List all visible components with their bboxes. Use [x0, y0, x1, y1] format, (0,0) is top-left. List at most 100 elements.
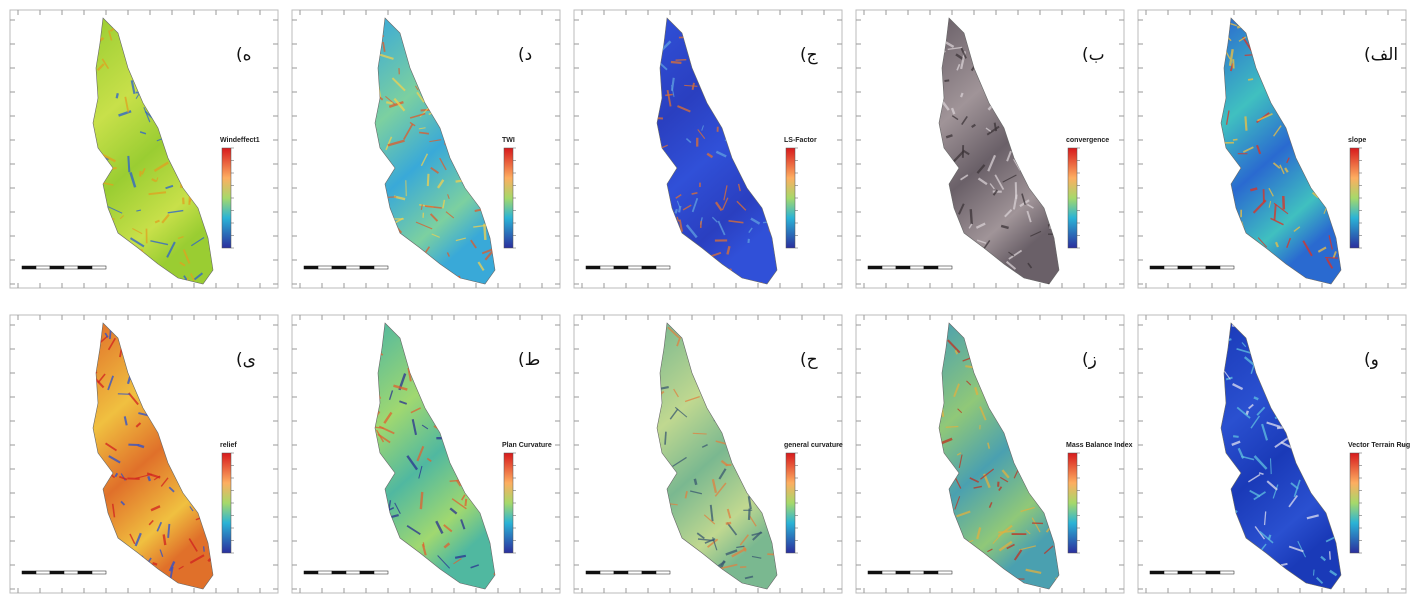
- texture-stroke: [969, 209, 973, 225]
- texture-stroke: [101, 153, 116, 163]
- texture-stroke: [971, 123, 976, 128]
- texture-stroke: [667, 326, 680, 339]
- texture-stroke: [666, 89, 672, 107]
- texture-stroke: [1286, 157, 1290, 164]
- scale-bar-segment: [937, 570, 953, 575]
- texture-stroke: [190, 273, 195, 282]
- panel-label: د): [518, 45, 532, 65]
- texture-stroke: [409, 121, 416, 127]
- texture-stroke: [443, 524, 453, 533]
- texture-stroke: [1233, 435, 1239, 438]
- texture-stroke: [1249, 489, 1261, 498]
- scale-bar-segment: [599, 265, 615, 270]
- texture-stroke: [426, 457, 432, 462]
- scale-bar-segment: [1177, 265, 1193, 270]
- scale-bar-segment: [63, 265, 79, 270]
- scale-bar-segment: [895, 265, 911, 270]
- texture-stroke: [960, 174, 969, 181]
- texture-stroke: [150, 505, 161, 512]
- texture-stroke: [1006, 150, 1012, 162]
- texture-stroke: [110, 474, 116, 479]
- texture-stroke: [421, 543, 427, 556]
- texture-stroke: [1225, 110, 1230, 125]
- map-panel: Mass Balance Index ز): [855, 314, 1133, 602]
- legend-title: Mass Balance Index: [1066, 442, 1133, 449]
- texture-stroke: [987, 154, 997, 172]
- scale-bar-segment: [331, 570, 347, 575]
- scale-bar-segment: [1191, 570, 1207, 575]
- scale-bar-segment: [1163, 570, 1179, 575]
- texture-stroke: [685, 137, 692, 144]
- texture-stroke: [993, 122, 998, 132]
- texture-stroke: [951, 115, 959, 121]
- scale-bar-segment: [77, 265, 93, 270]
- texture-stroke: [1034, 592, 1045, 602]
- texture-stroke: [1013, 158, 1021, 171]
- scale-bar-segment: [359, 265, 375, 270]
- texture-stroke: [182, 249, 191, 264]
- texture-stroke: [682, 204, 692, 211]
- scale-bar-segment: [1219, 570, 1235, 575]
- texture-stroke: [736, 545, 745, 549]
- texture-stroke: [1242, 146, 1254, 153]
- texture-stroke: [1243, 356, 1255, 366]
- texture-stroke: [752, 531, 762, 541]
- texture-stroke: [1031, 517, 1041, 533]
- texture-stroke: [1302, 240, 1313, 257]
- scale-bar-segment: [49, 265, 65, 270]
- texture-stroke: [1225, 287, 1236, 297]
- texture-stroke: [1257, 237, 1268, 248]
- texture-stroke: [177, 236, 184, 240]
- texture-stroke: [945, 134, 953, 139]
- texture-stroke: [957, 408, 963, 414]
- texture-stroke: [1250, 415, 1261, 429]
- scale-bar-segment: [641, 265, 657, 270]
- texture-stroke: [693, 478, 698, 486]
- texture-stroke: [1259, 530, 1274, 544]
- texture-stroke: [202, 546, 205, 552]
- legend-title: TWI: [502, 137, 515, 144]
- scale-bar-segment: [21, 570, 37, 575]
- texture-stroke: [1008, 249, 1023, 260]
- texture-stroke: [195, 517, 201, 521]
- texture-stroke: [470, 564, 480, 569]
- texture-stroke: [726, 508, 732, 519]
- scale-bar-segment: [373, 265, 389, 270]
- panel-label: ب): [1082, 45, 1105, 65]
- texture-stroke: [421, 424, 429, 430]
- scale-bar-segment: [1219, 265, 1235, 270]
- texture-stroke: [988, 501, 993, 508]
- panel-label: ج): [800, 45, 818, 65]
- texture-stroke: [99, 335, 108, 344]
- texture-stroke: [736, 200, 747, 211]
- texture-stroke: [750, 217, 761, 225]
- texture-stroke: [119, 215, 124, 220]
- texture-stroke: [168, 561, 176, 572]
- scale-bar-segment: [1149, 265, 1165, 270]
- texture-stroke: [739, 534, 749, 546]
- texture-stroke: [483, 223, 487, 240]
- texture-stroke: [726, 522, 738, 536]
- texture-stroke: [747, 508, 751, 520]
- texture-stroke: [697, 538, 715, 542]
- watershed: [1220, 322, 1342, 590]
- texture-stroke: [165, 184, 174, 190]
- scale-bar-segment: [867, 265, 883, 270]
- texture-stroke: [982, 239, 991, 250]
- scale-bar-segment: [1205, 265, 1221, 270]
- texture-stroke: [127, 392, 139, 406]
- texture-stroke: [141, 167, 146, 175]
- texture-stroke: [104, 332, 109, 338]
- texture-stroke: [974, 387, 979, 396]
- legend-title: relief: [220, 442, 237, 449]
- texture-stroke: [460, 519, 466, 530]
- texture-stroke: [146, 472, 161, 479]
- texture-stroke: [712, 537, 718, 551]
- texture-stroke: [431, 233, 440, 238]
- scale-bar-segment: [345, 265, 361, 270]
- texture-stroke: [447, 194, 450, 200]
- texture-stroke: [406, 524, 421, 535]
- texture-stroke: [435, 520, 444, 535]
- texture-stroke: [161, 213, 170, 224]
